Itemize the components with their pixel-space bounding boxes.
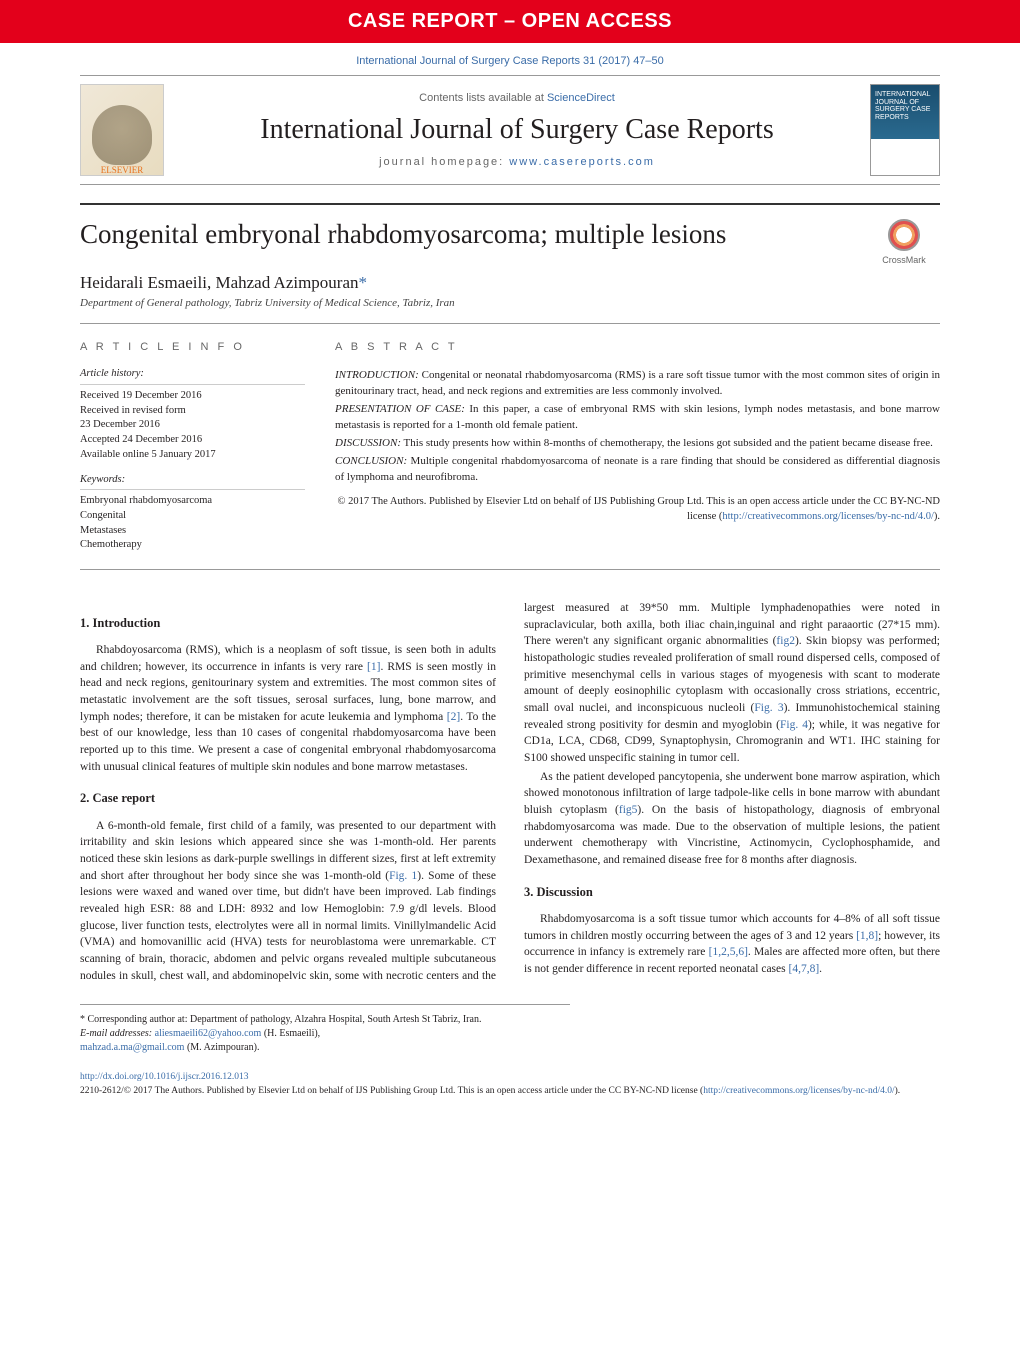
crossmark-label: CrossMark (882, 255, 926, 265)
fig-link[interactable]: Fig. 4 (780, 719, 808, 731)
body-columns: 1. Introduction Rhabdoyosarcoma (RMS), w… (80, 600, 940, 984)
keyword: Congenital (80, 509, 305, 524)
ref-link[interactable]: [1,2,5,6] (709, 946, 748, 958)
email-who: (M. Azimpouran). (184, 1042, 259, 1053)
author-names: Heidarali Esmaeili, Mahzad Azimpouran (80, 273, 359, 292)
section-2-p2: As the patient developed pancytopenia, s… (524, 769, 940, 869)
abstract-discussion: DISCUSSION: This study presents how with… (335, 436, 940, 452)
email-link[interactable]: aliesmaeili62@yahoo.com (155, 1028, 262, 1039)
cc-license-link[interactable]: http://creativecommons.org/licenses/by-n… (703, 1086, 894, 1096)
text: ). (895, 1086, 901, 1096)
crossmark-badge[interactable]: CrossMark (868, 219, 940, 265)
intro-label: INTRODUCTION: (335, 369, 419, 381)
homepage-link[interactable]: www.casereports.com (509, 156, 655, 168)
info-heading: A R T I C L E I N F O (80, 340, 305, 355)
email-line-2: mahzad.a.ma@gmail.com (M. Azimpouran). (80, 1041, 570, 1055)
open-access-banner: CASE REPORT – OPEN ACCESS (0, 0, 1020, 43)
keywords-label: Keywords: (80, 473, 305, 491)
section-1-title: 1. Introduction (80, 614, 496, 632)
case-label: PRESENTATION OF CASE: (335, 403, 465, 415)
title-row: Congenital embryonal rhabdomyosarcoma; m… (80, 203, 940, 265)
homepage-line: journal homepage: www.casereports.com (180, 156, 854, 168)
homepage-prefix: journal homepage: (379, 156, 509, 168)
crossmark-icon (888, 219, 920, 251)
ref-link[interactable]: [1,8] (856, 930, 878, 942)
elsevier-tree-icon (92, 105, 152, 165)
history-line: Available online 5 January 2017 (80, 448, 305, 463)
email-link[interactable]: mahzad.a.ma@gmail.com (80, 1042, 184, 1053)
history-line: 23 December 2016 (80, 418, 305, 433)
contents-line: Contents lists available at ScienceDirec… (180, 92, 854, 104)
info-abstract-row: A R T I C L E I N F O Article history: R… (80, 323, 940, 570)
history-line: Received 19 December 2016 (80, 389, 305, 404)
abstract-copyright: © 2017 The Authors. Published by Elsevie… (335, 494, 940, 524)
fig-link[interactable]: fig5 (619, 804, 638, 816)
history-label: Article history: (80, 367, 305, 385)
sciencedirect-link[interactable]: ScienceDirect (547, 92, 615, 104)
page-footer: http://dx.doi.org/10.1016/j.ijscr.2016.1… (80, 1071, 940, 1098)
abstract-heading: A B S T R A C T (335, 340, 940, 356)
email-label: E-mail addresses: (80, 1028, 155, 1039)
corresponding-star: * (359, 273, 368, 292)
abstract-conclusion: CONCLUSION: Multiple congenital rhabdomy… (335, 454, 940, 486)
fig-link[interactable]: Fig. 1 (389, 870, 417, 882)
email-who: (H. Esmaeili), (261, 1028, 320, 1039)
elsevier-logo: ELSEVIER (80, 84, 164, 176)
section-1-p1: Rhabdoyosarcoma (RMS), which is a neopla… (80, 642, 496, 775)
text: 2210-2612/© 2017 The Authors. Published … (80, 1086, 703, 1096)
disc-label: DISCUSSION: (335, 437, 401, 449)
section-3-p1: Rhabdomyosarcoma is a soft tissue tumor … (524, 911, 940, 978)
keyword: Metastases (80, 524, 305, 539)
cc-license-link[interactable]: http://creativecommons.org/licenses/by-n… (722, 511, 934, 522)
article-title: Congenital embryonal rhabdomyosarcoma; m… (80, 219, 868, 250)
fig-link[interactable]: fig2 (776, 635, 795, 647)
fig-link[interactable]: Fig. 3 (754, 702, 783, 714)
disc-text: This study presents how within 8-months … (401, 437, 933, 449)
text: . (819, 963, 822, 975)
journal-name: International Journal of Surgery Case Re… (180, 114, 854, 146)
abstract: A B S T R A C T INTRODUCTION: Congenital… (335, 340, 940, 553)
affiliation: Department of General pathology, Tabriz … (80, 297, 940, 309)
ref-link[interactable]: [1] (367, 661, 380, 673)
footnotes: * Corresponding author at: Department of… (80, 1004, 570, 1055)
elsevier-text: ELSEVIER (101, 165, 144, 175)
ref-link[interactable]: [2] (447, 711, 460, 723)
abstract-case: PRESENTATION OF CASE: In this paper, a c… (335, 402, 940, 434)
ref-link[interactable]: [4,7,8] (788, 963, 819, 975)
cover-text: INTERNATIONAL JOURNAL OF SURGERY CASE RE… (875, 91, 935, 122)
email-line: E-mail addresses: aliesmaeili62@yahoo.co… (80, 1027, 570, 1041)
conc-text: Multiple congenital rhabdomyosarcoma of … (335, 455, 940, 483)
abstract-intro: INTRODUCTION: Congenital or neonatal rha… (335, 368, 940, 400)
footer-copyright: 2210-2612/© 2017 The Authors. Published … (80, 1085, 940, 1098)
journal-cover-thumbnail: INTERNATIONAL JOURNAL OF SURGERY CASE RE… (870, 84, 940, 176)
contents-prefix: Contents lists available at (419, 92, 547, 104)
copyright-close: ). (934, 511, 940, 522)
section-2-title: 2. Case report (80, 789, 496, 807)
keyword: Embryonal rhabdomyosarcoma (80, 494, 305, 509)
article-info: A R T I C L E I N F O Article history: R… (80, 340, 305, 553)
doi-link[interactable]: http://dx.doi.org/10.1016/j.ijscr.2016.1… (80, 1072, 248, 1082)
citation-line: International Journal of Surgery Case Re… (0, 43, 1020, 75)
corresponding-note: * Corresponding author at: Department of… (80, 1013, 570, 1027)
journal-header: ELSEVIER Contents lists available at Sci… (80, 75, 940, 185)
section-3-title: 3. Discussion (524, 883, 940, 901)
intro-text: Congenital or neonatal rhabdomyosarcoma … (335, 369, 940, 397)
history-line: Received in revised form (80, 404, 305, 419)
conc-label: CONCLUSION: (335, 455, 407, 467)
history-line: Accepted 24 December 2016 (80, 433, 305, 448)
keyword: Chemotherapy (80, 538, 305, 553)
header-center: Contents lists available at ScienceDirec… (180, 92, 854, 168)
authors: Heidarali Esmaeili, Mahzad Azimpouran* (80, 273, 940, 293)
